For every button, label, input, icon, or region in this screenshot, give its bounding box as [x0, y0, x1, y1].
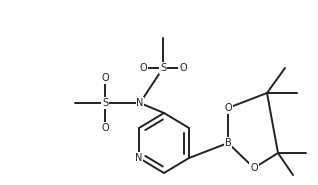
Text: B: B [225, 138, 232, 148]
Text: O: O [139, 63, 147, 73]
Text: O: O [101, 123, 109, 133]
Text: S: S [102, 98, 108, 108]
Text: O: O [101, 73, 109, 83]
Text: N: N [135, 153, 143, 163]
Text: N: N [136, 98, 144, 108]
Text: O: O [224, 103, 232, 113]
Text: O: O [179, 63, 187, 73]
Text: S: S [160, 63, 166, 73]
Text: O: O [250, 163, 258, 173]
